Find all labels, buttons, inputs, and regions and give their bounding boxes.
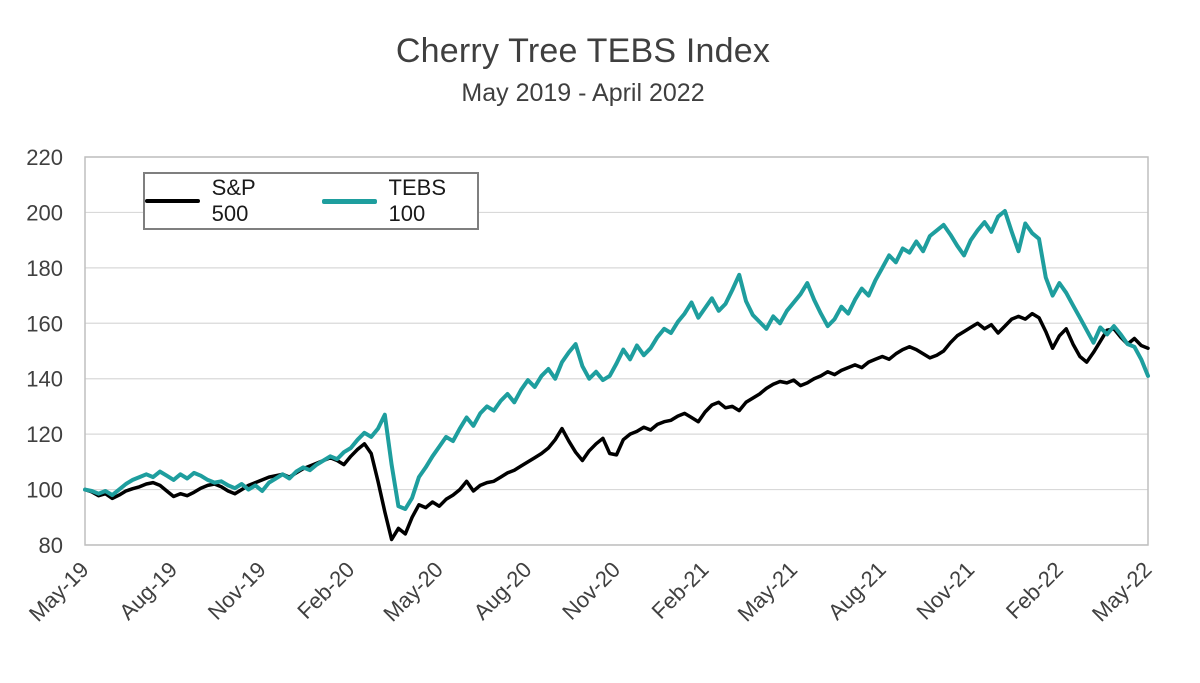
plot-border [84, 156, 1149, 546]
legend-item-tebs100: TEBS 100 [321, 175, 477, 227]
y-tick-label: 80 [39, 533, 63, 558]
y-tick-label: 220 [26, 145, 63, 170]
y-tick-label: 140 [26, 367, 63, 392]
x-tick-label: Aug-20 [469, 557, 537, 625]
chart-subtitle: May 2019 - April 2022 [461, 79, 705, 107]
x-tick-label: May-22 [1087, 557, 1157, 627]
y-tick-label: 100 [26, 478, 63, 503]
legend-label-sp500: S&P 500 [211, 175, 256, 226]
x-tick-label: Nov-21 [912, 557, 980, 625]
x-tick-label: Nov-19 [203, 557, 271, 625]
legend-label-tebs100: TEBS 100 [388, 175, 446, 226]
x-tick-label: Feb-21 [647, 557, 714, 624]
chart-title: Cherry Tree TEBS Index [395, 32, 771, 70]
x-tick-label: Feb-20 [292, 557, 359, 624]
legend-item-sp500: S&P 500 [145, 175, 288, 227]
x-tick-label: Nov-20 [557, 557, 625, 625]
series-line-s-p-500 [83, 311, 1150, 542]
series-line-tebs-100 [83, 209, 1150, 511]
chart-header: Cherry Tree TEBS Index May 2019 - April … [0, 32, 1166, 108]
x-tick-label: May-20 [378, 557, 448, 627]
x-tick-label: May-21 [733, 557, 803, 627]
y-tick-label: 120 [26, 422, 63, 447]
x-tick-label: Aug-21 [823, 557, 891, 625]
legend: S&P 500 TEBS 100 [143, 172, 479, 230]
y-tick-label: 200 [26, 200, 63, 225]
y-tick-label: 180 [26, 256, 63, 281]
sp500-line-swatch [145, 198, 200, 204]
x-tick-label: Feb-22 [1001, 557, 1068, 624]
tebs100-line-swatch [321, 198, 377, 204]
x-tick-label: Aug-19 [114, 557, 182, 625]
y-tick-label: 160 [26, 311, 63, 336]
x-tick-label: May-19 [24, 557, 94, 627]
